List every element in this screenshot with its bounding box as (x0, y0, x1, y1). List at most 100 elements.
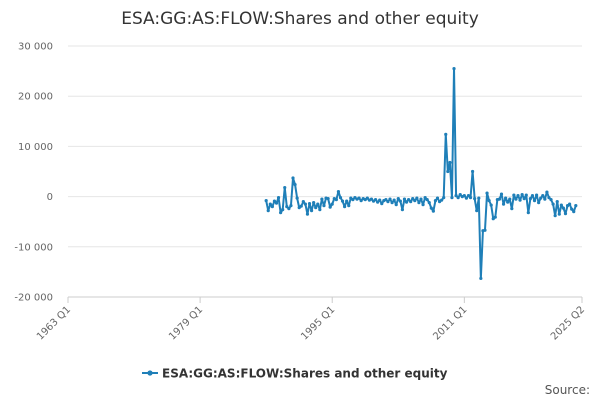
data-point[interactable] (384, 198, 388, 202)
data-point[interactable] (340, 199, 345, 203)
data-point[interactable] (524, 193, 528, 197)
data-point[interactable] (528, 197, 532, 201)
data-point[interactable] (314, 206, 318, 210)
data-point[interactable] (390, 201, 394, 205)
data-point[interactable] (572, 210, 576, 214)
data-point[interactable] (518, 198, 522, 202)
data-point[interactable] (301, 200, 305, 204)
data-point[interactable] (386, 200, 390, 204)
data-point[interactable] (309, 209, 314, 213)
data-point[interactable] (396, 197, 400, 201)
data-point[interactable] (380, 202, 384, 206)
data-point[interactable] (450, 196, 454, 200)
data-point[interactable] (388, 197, 392, 201)
data-point[interactable] (417, 201, 421, 205)
data-point[interactable] (293, 182, 297, 187)
data-point[interactable] (551, 202, 555, 206)
data-point[interactable] (568, 202, 572, 206)
data-point[interactable] (291, 176, 295, 180)
data-point[interactable] (425, 198, 429, 202)
data-point[interactable] (435, 196, 440, 200)
data-point[interactable] (330, 202, 334, 206)
data-point[interactable] (555, 200, 559, 204)
data-point[interactable] (357, 196, 361, 200)
data-point[interactable] (322, 204, 326, 208)
data-point[interactable] (359, 199, 363, 203)
data-point[interactable] (373, 198, 378, 202)
data-point[interactable] (305, 212, 310, 216)
data-point[interactable] (456, 196, 460, 200)
data-point[interactable] (475, 209, 479, 213)
data-point[interactable] (378, 198, 382, 202)
data-point[interactable] (351, 198, 355, 202)
data-point[interactable] (270, 205, 274, 209)
data-point[interactable] (473, 197, 477, 201)
data-point[interactable] (466, 194, 471, 198)
data-point[interactable] (274, 201, 279, 205)
data-point[interactable] (501, 202, 506, 206)
data-point[interactable] (454, 194, 458, 198)
data-point[interactable] (504, 196, 508, 200)
data-point[interactable] (462, 194, 466, 198)
data-point[interactable] (345, 199, 349, 203)
data-point[interactable] (407, 198, 411, 202)
data-point[interactable] (557, 212, 561, 216)
data-point[interactable] (264, 199, 268, 203)
data-point[interactable] (563, 212, 568, 216)
data-point[interactable] (376, 200, 380, 204)
data-point[interactable] (458, 192, 462, 197)
data-point[interactable] (516, 194, 520, 198)
data-point[interactable] (493, 215, 497, 219)
data-point[interactable] (402, 197, 407, 201)
data-point[interactable] (549, 198, 553, 202)
legend[interactable]: ESA:GG:AS:FLOW:Shares and other equity (142, 367, 448, 381)
data-point[interactable] (295, 196, 299, 200)
data-point[interactable] (266, 209, 270, 213)
data-point[interactable] (499, 192, 504, 196)
data-point[interactable] (520, 192, 524, 197)
data-point[interactable] (446, 169, 450, 174)
data-point[interactable] (409, 200, 413, 204)
data-point[interactable] (464, 196, 468, 200)
data-point[interactable] (419, 197, 423, 201)
data-point[interactable] (343, 205, 347, 209)
data-point[interactable] (347, 204, 351, 208)
data-point[interactable] (532, 199, 537, 203)
data-point[interactable] (512, 193, 516, 197)
data-point[interactable] (413, 199, 417, 203)
data-point[interactable] (442, 196, 446, 200)
data-point[interactable] (537, 201, 541, 205)
data-point[interactable] (316, 202, 320, 206)
data-point[interactable] (268, 202, 272, 206)
data-point[interactable] (497, 197, 502, 201)
data-point[interactable] (283, 185, 287, 190)
data-point[interactable] (326, 197, 330, 201)
data-point[interactable] (452, 66, 456, 71)
data-point[interactable] (561, 206, 566, 210)
data-point[interactable] (320, 197, 324, 201)
data-point[interactable] (429, 206, 433, 210)
data-point[interactable] (468, 196, 473, 200)
data-point[interactable] (539, 196, 543, 200)
data-point[interactable] (334, 198, 338, 202)
data-point[interactable] (541, 194, 545, 198)
data-point[interactable] (312, 201, 316, 205)
data-point[interactable] (289, 204, 293, 208)
data-point[interactable] (444, 132, 448, 136)
data-point[interactable] (427, 201, 431, 205)
data-point[interactable] (411, 197, 415, 201)
data-point[interactable] (526, 211, 530, 215)
data-point[interactable] (506, 200, 510, 204)
data-point[interactable] (574, 204, 578, 208)
data-point[interactable] (281, 208, 285, 212)
data-point[interactable] (448, 160, 452, 165)
data-point[interactable] (423, 196, 427, 200)
data-point[interactable] (570, 207, 574, 211)
data-point[interactable] (479, 276, 483, 281)
data-point[interactable] (431, 209, 435, 213)
data-point[interactable] (545, 190, 549, 194)
data-point[interactable] (489, 203, 493, 207)
data-point[interactable] (328, 205, 332, 209)
data-point[interactable] (485, 191, 489, 195)
data-point[interactable] (440, 198, 444, 202)
